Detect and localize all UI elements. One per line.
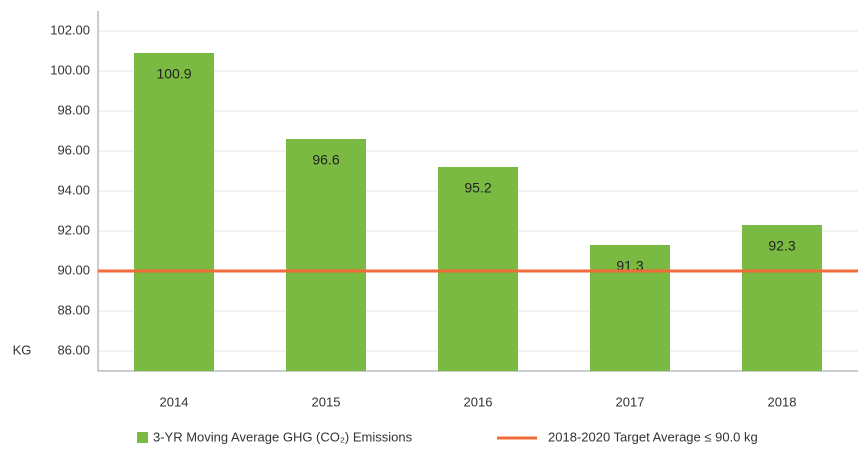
x-tick-label: 2018 xyxy=(768,394,797,409)
x-tick-label: 2015 xyxy=(312,394,341,409)
x-tick-label: 2016 xyxy=(464,394,493,409)
legend-swatch xyxy=(137,432,148,443)
y-tick-label: 96.00 xyxy=(57,142,90,157)
x-tick-label: 2014 xyxy=(160,394,189,409)
bar xyxy=(134,53,214,371)
y-tick-label: 100.00 xyxy=(50,62,90,77)
y-tick-label: 92.00 xyxy=(57,222,90,237)
y-axis-label: KG xyxy=(13,342,32,357)
y-tick-label: 88.00 xyxy=(57,302,90,317)
bar xyxy=(742,225,822,371)
legend-label: 3-YR Moving Average GHG (CO₂) Emissions xyxy=(153,429,413,444)
legend-label: 2018-2020 Target Average ≤ 90.0 kg xyxy=(548,429,758,444)
bar xyxy=(438,167,518,371)
data-label: 95.2 xyxy=(464,180,491,196)
y-tick-label: 86.00 xyxy=(57,342,90,357)
y-tick-label: 90.00 xyxy=(57,262,90,277)
data-label: 96.6 xyxy=(312,152,339,168)
y-tick-label: 94.00 xyxy=(57,182,90,197)
x-tick-label: 2017 xyxy=(616,394,645,409)
bar xyxy=(590,245,670,371)
y-tick-label: 102.00 xyxy=(50,22,90,37)
data-label: 92.3 xyxy=(768,238,795,254)
data-label: 100.9 xyxy=(156,66,191,82)
bar xyxy=(286,139,366,371)
y-tick-label: 98.00 xyxy=(57,102,90,117)
